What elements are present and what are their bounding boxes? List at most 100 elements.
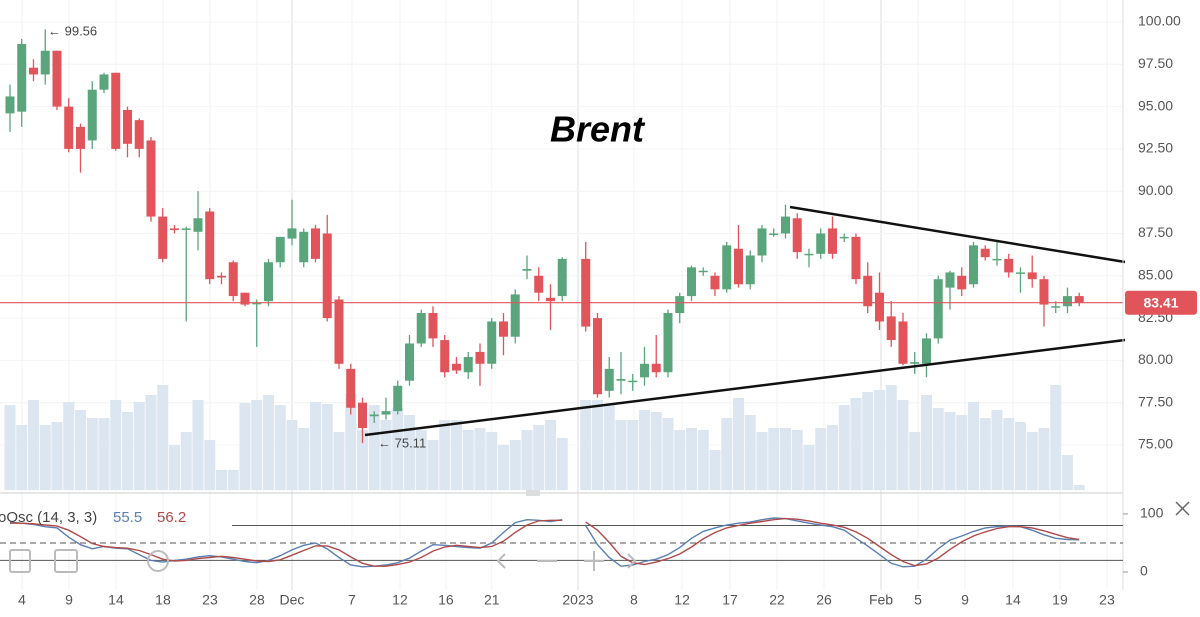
candle-body (52, 50, 62, 107)
volume-bar (110, 400, 122, 490)
volume-bar (803, 445, 815, 490)
volume-bar (509, 440, 521, 490)
candle-body (1062, 296, 1072, 307)
candle-body (745, 255, 755, 285)
candle-body (240, 292, 250, 305)
candle-body (910, 362, 920, 364)
candle-body (1051, 306, 1061, 308)
candle-body (839, 236, 849, 239)
volume-bar (39, 425, 51, 490)
candle-body (17, 43, 27, 112)
trendline (789, 205, 1126, 264)
x-tick-label: 19 (1052, 592, 1068, 608)
volume-bar (98, 418, 110, 490)
candle-body (134, 120, 144, 149)
volume-bar (944, 412, 956, 490)
volume-bar (920, 395, 932, 490)
candle-body (968, 245, 978, 285)
candle-body (898, 321, 908, 364)
x-tick-label: Dec (280, 592, 305, 608)
candle-body (1015, 272, 1025, 274)
volume-bar (826, 425, 838, 490)
candle-body (416, 313, 426, 344)
candle-body (252, 302, 262, 305)
volume-bar (251, 400, 263, 490)
volume-bar (4, 405, 16, 490)
candle-body (863, 275, 873, 307)
x-tick-label: 7 (348, 592, 356, 608)
volume-bar (838, 405, 850, 490)
candle-body (769, 233, 779, 235)
candle-body (216, 275, 226, 278)
candle-body (475, 351, 485, 364)
volume-bar (1061, 455, 1073, 490)
volume-bar (380, 420, 392, 490)
candle-body (299, 231, 309, 263)
volume-bar (627, 420, 639, 490)
volume-bar (991, 410, 1003, 490)
volume-bar (533, 425, 545, 490)
volume-bar (474, 428, 486, 490)
candle-body (487, 321, 497, 364)
volume-bar (227, 470, 239, 490)
x-tick-label: 28 (249, 592, 265, 608)
candle-body (99, 74, 109, 90)
volume-pane (4, 385, 1085, 490)
candle-body (792, 218, 802, 253)
volume-bar (133, 402, 145, 490)
volume-bar (86, 418, 98, 490)
candle-body (686, 267, 696, 297)
candle-body (205, 211, 215, 280)
candle-body (357, 402, 367, 429)
candle-body (146, 140, 156, 217)
candle-body (675, 296, 685, 314)
volume-bar (286, 420, 298, 490)
candle-body (933, 279, 943, 339)
x-tick-label: 9 (65, 592, 73, 608)
toolbar[interactable] (9, 549, 637, 573)
volume-bar (1003, 418, 1015, 490)
volume-bar (768, 428, 780, 490)
close-icon[interactable] (1175, 501, 1190, 516)
candle-body (651, 363, 661, 373)
volume-bar (732, 398, 744, 490)
volume-bar (697, 430, 709, 490)
candle-body (1027, 272, 1037, 280)
osc-tick-label: 0 (1140, 563, 1148, 579)
candle-body (980, 248, 990, 258)
y-tick-label: 100.00 (1138, 13, 1181, 29)
volume-bar (909, 432, 921, 490)
candle-body (87, 89, 97, 141)
volume-bar (51, 422, 63, 490)
x-tick-label: 9 (961, 592, 969, 608)
y-tick-label: 90.00 (1138, 182, 1173, 198)
volume-bar (63, 402, 75, 490)
x-tick-label: 21 (484, 592, 500, 608)
volume-bar (1038, 428, 1050, 490)
volume-bar (967, 402, 979, 490)
volume-bar (368, 405, 380, 490)
candle-body (228, 262, 238, 297)
volume-bar (873, 390, 885, 490)
oscillator-name: oOsc (14, 3, 3) (0, 509, 97, 526)
candle-body (428, 313, 438, 339)
candle-body (827, 228, 837, 254)
legend-value: 55.5 (113, 509, 142, 526)
candle-body (957, 275, 967, 290)
oscillator-pane: 0 100 (0, 505, 1164, 579)
volume-bar (885, 385, 897, 490)
volume-bar (1026, 432, 1038, 490)
osc-tick-label: 100 (1140, 505, 1164, 521)
volume-bar (486, 432, 498, 490)
candle-body (287, 228, 297, 239)
candle-body (169, 228, 179, 231)
candle-body (616, 379, 626, 381)
volume-bar (850, 398, 862, 490)
volume-bar (345, 394, 357, 490)
candle-body (522, 269, 532, 271)
x-tick-label: 12 (392, 592, 408, 608)
candle-body (1039, 279, 1049, 305)
pane-handle[interactable] (526, 490, 540, 496)
